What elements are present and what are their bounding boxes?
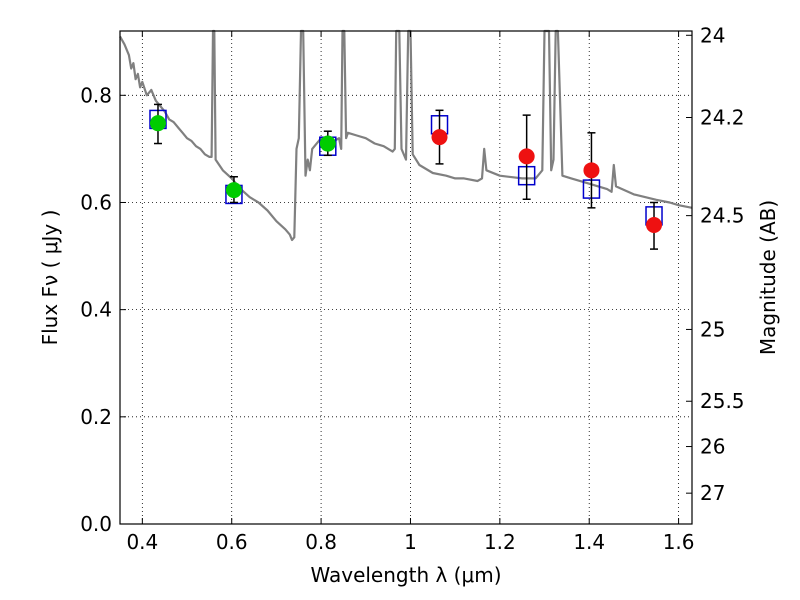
y2-axis-label: Magnitude (AB) bbox=[756, 200, 780, 355]
x-axis-label: Wavelength λ (μm) bbox=[310, 563, 501, 587]
observed-point bbox=[583, 162, 600, 179]
plot-frame bbox=[119, 30, 693, 525]
model-spectrum bbox=[119, 29, 693, 242]
observed-point bbox=[431, 129, 448, 146]
y-tick-label: 0.6 bbox=[80, 190, 112, 214]
observed-point bbox=[518, 148, 535, 165]
x-tick-label: 0.8 bbox=[305, 530, 337, 554]
y-tick-label: 0.8 bbox=[80, 83, 112, 107]
y2-ticks: 24 24.2 24.5 25 25.5 26 27 bbox=[686, 23, 745, 505]
x-tick-label: 0.6 bbox=[216, 530, 248, 554]
y2-tick-label: 26 bbox=[700, 435, 725, 459]
y2-tick-label: 25 bbox=[700, 317, 725, 341]
x-ticks: 0.4 0.6 0.8 1 1.2 1.4 1.6 bbox=[126, 31, 695, 554]
observed-point bbox=[225, 182, 242, 199]
y2-tick-label: 24.2 bbox=[700, 106, 745, 130]
model-spectrum-line bbox=[119, 29, 693, 242]
y2-tick-label: 27 bbox=[700, 481, 725, 505]
x-tick-label: 1 bbox=[404, 530, 417, 554]
observed-point bbox=[319, 135, 336, 152]
y-tick-label: 0.4 bbox=[80, 298, 112, 322]
y2-tick-label: 24.5 bbox=[700, 204, 745, 228]
y-tick-label: 0.0 bbox=[80, 512, 112, 536]
observed-point bbox=[646, 216, 663, 233]
observed-point bbox=[149, 115, 166, 132]
y2-tick-label: 25.5 bbox=[700, 389, 745, 413]
y-axis-label: Flux Fν ( μJy ) bbox=[38, 210, 62, 346]
observed-points bbox=[149, 103, 663, 250]
x-tick-label: 1.4 bbox=[573, 530, 605, 554]
x-tick-label: 0.4 bbox=[126, 530, 158, 554]
y-ticks: 0.0 0.2 0.4 0.6 0.8 bbox=[80, 83, 126, 536]
y-tick-label: 0.2 bbox=[80, 405, 112, 429]
y2-tick-label: 24 bbox=[700, 23, 725, 47]
x-tick-label: 1.2 bbox=[484, 530, 516, 554]
x-tick-label: 1.6 bbox=[663, 530, 695, 554]
